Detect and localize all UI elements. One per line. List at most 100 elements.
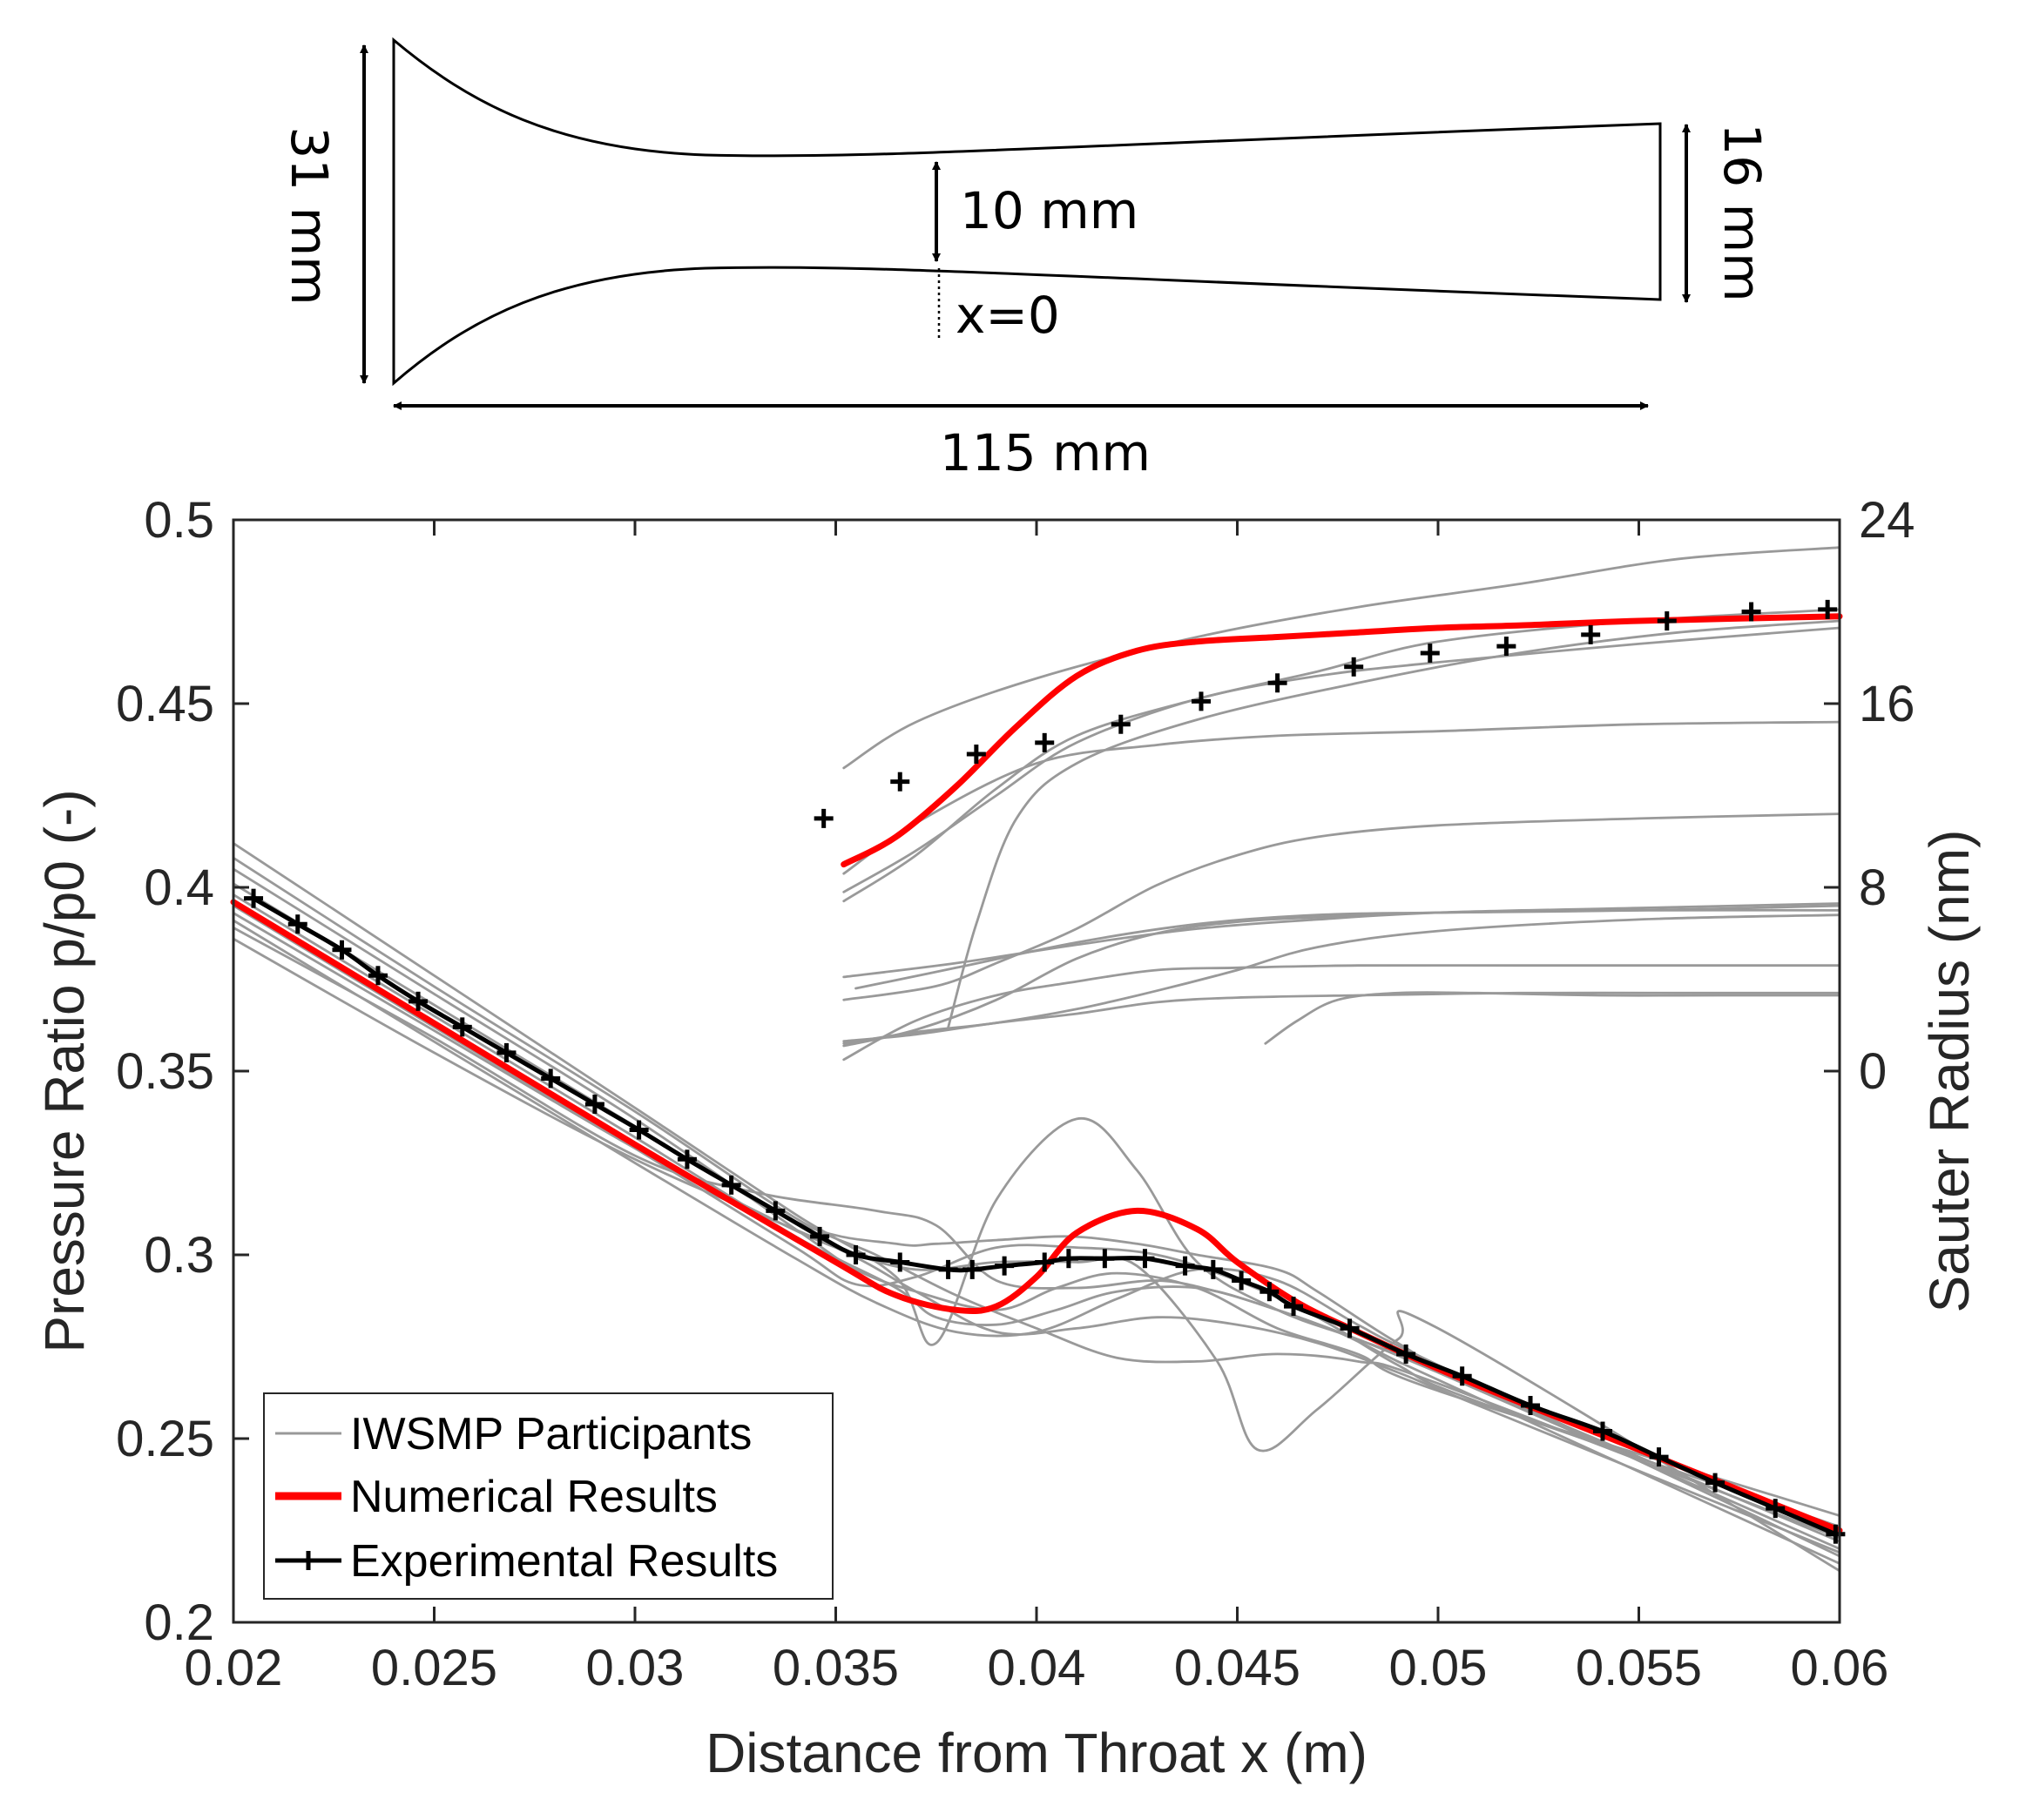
nozzle-outline: [392, 37, 1662, 387]
y2-axis-label: Sauter Radius (nm): [1918, 830, 1981, 1313]
participant-radius-line-8: [842, 908, 1841, 1048]
y2-tick-label: 0: [1859, 1043, 1887, 1100]
experimental-marker: [721, 1175, 741, 1195]
experimental-marker: [1705, 1473, 1725, 1493]
experimental-marker: [629, 1120, 649, 1140]
legend-label-participants: IWSMP Participants: [350, 1409, 752, 1459]
chart: 0.02 0.025 0.03 0.035 0.04 0.045 0.05 0.055 0.06…: [33, 492, 1981, 1784]
throat-position-label: x=0: [956, 286, 1060, 345]
participant-radius-line-10: [842, 812, 1841, 1001]
experimental-pressure-markers: [244, 888, 1846, 1544]
experimental-marker: [766, 1201, 786, 1221]
length-label: 115 mm: [940, 423, 1151, 482]
experimental-marker: [1657, 611, 1677, 631]
participant-pressure-line-9: [232, 919, 1841, 1558]
experimental-marker: [1593, 1421, 1613, 1441]
experimental-marker: [814, 808, 834, 828]
experimental-marker: [1135, 1249, 1155, 1269]
experimental-marker: [1521, 1396, 1541, 1416]
experimental-marker: [244, 888, 264, 908]
experimental-marker: [584, 1094, 604, 1114]
experimental-marker: [1267, 673, 1287, 693]
participant-radius-line-12: [842, 991, 1841, 1043]
x-tick-label: 0.055: [1576, 1640, 1702, 1696]
x-axis-label: Distance from Throat x (m): [706, 1722, 1368, 1784]
participant-pressure-line-6: [232, 867, 1841, 1517]
experimental-marker: [1496, 637, 1516, 657]
y-axis-right: 0 8 16 24: [1824, 492, 1915, 1100]
experimental-marker: [1818, 599, 1838, 619]
x-tick-label: 0.025: [371, 1640, 497, 1696]
participant-radius-line-4: [842, 720, 1841, 875]
throat-height-label: 10 mm: [960, 181, 1138, 240]
experimental-marker: [1420, 643, 1440, 663]
y2-tick-label: 16: [1859, 676, 1915, 732]
y-tick-label: 0.3: [144, 1227, 214, 1284]
y-tick-label: 0.5: [144, 492, 214, 549]
numerical-radius-line: [841, 613, 1843, 868]
x-tick-label: 0.05: [1389, 1640, 1488, 1696]
experimental-marker: [541, 1068, 561, 1089]
participant-radius-line-13: [1264, 991, 1841, 1045]
experimental-marker: [1035, 1252, 1055, 1272]
experimental-marker: [1284, 1297, 1304, 1317]
participant-radius-line-2: [842, 626, 1841, 893]
experimental-marker: [1203, 1259, 1223, 1279]
experimental-marker: [1826, 1524, 1846, 1544]
x-tick-label: 0.04: [988, 1640, 1086, 1696]
plot-lines: [230, 546, 1846, 1573]
participant-pressure-line-7: [232, 937, 1841, 1554]
nozzle-diagram: 31 mm 10 mm x=0 16 mm 115 mm: [280, 37, 1772, 482]
experimental-marker: [1581, 624, 1601, 644]
legend-swatch-experimental-marker: [299, 1551, 318, 1570]
experimental-marker: [810, 1226, 830, 1246]
experimental-marker: [1259, 1282, 1280, 1302]
participant-radius-line-11: [842, 964, 1841, 1062]
experimental-marker: [1035, 732, 1055, 752]
experimental-marker: [962, 1259, 983, 1279]
participant-radius-line-1: [842, 546, 1841, 770]
outlet-height-label: 16 mm: [1712, 123, 1772, 301]
experimental-marker: [1452, 1366, 1472, 1386]
x-tick-label: 0.06: [1791, 1640, 1889, 1696]
participant-radius-line-5: [947, 619, 1841, 1029]
participant-pressure-line-10: [232, 856, 1841, 1540]
y-axis-label: Pressure Ratio p/p0 (-): [33, 789, 96, 1352]
y-tick-label: 0.35: [116, 1043, 214, 1100]
experimental-marker: [452, 1017, 472, 1037]
experimental-marker: [890, 1252, 910, 1272]
experimental-marker: [368, 966, 388, 986]
experimental-marker: [1649, 1447, 1669, 1467]
experimental-marker: [1344, 657, 1364, 677]
experimental-marker: [1175, 1256, 1195, 1276]
y2-tick-label: 24: [1859, 492, 1915, 549]
y-tick-label: 0.25: [116, 1411, 214, 1467]
experimental-marker: [496, 1042, 517, 1062]
experimental-marker: [1232, 1271, 1252, 1291]
legend-label-numerical: Numerical Results: [350, 1472, 718, 1522]
experimental-marker: [890, 772, 910, 792]
legend: IWSMP Participants Numerical Results Exp…: [263, 1392, 834, 1600]
experimental-pressure-line: [251, 896, 1838, 1537]
x-axis: 0.02 0.025 0.03 0.035 0.04 0.045 0.05 0.055 0.06: [185, 520, 1889, 1696]
participant-radius-line-3: [842, 608, 1841, 903]
x-tick-label: 0.03: [586, 1640, 685, 1696]
x-tick-label: 0.045: [1174, 1640, 1300, 1696]
y2-tick-label: 8: [1859, 859, 1887, 916]
experimental-marker: [966, 745, 986, 765]
participant-radius-line-6: [842, 902, 1841, 979]
y-tick-label: 0.4: [144, 859, 214, 916]
experimental-marker: [1095, 1249, 1115, 1269]
y-tick-label: 0.45: [116, 676, 214, 732]
y-axis-left: 0.2 0.25 0.3 0.35 0.4 0.45 0.5: [116, 492, 249, 1651]
experimental-marker: [995, 1256, 1015, 1276]
experimental-marker: [287, 914, 307, 934]
experimental-marker: [1396, 1344, 1416, 1364]
participant-pressure-line-3: [232, 842, 1841, 1543]
experimental-marker: [1741, 602, 1761, 622]
legend-label-experimental: Experimental Results: [350, 1536, 778, 1587]
experimental-marker: [1340, 1318, 1360, 1338]
experimental-radius-markers: [814, 599, 1838, 828]
experimental-marker: [409, 991, 429, 1011]
